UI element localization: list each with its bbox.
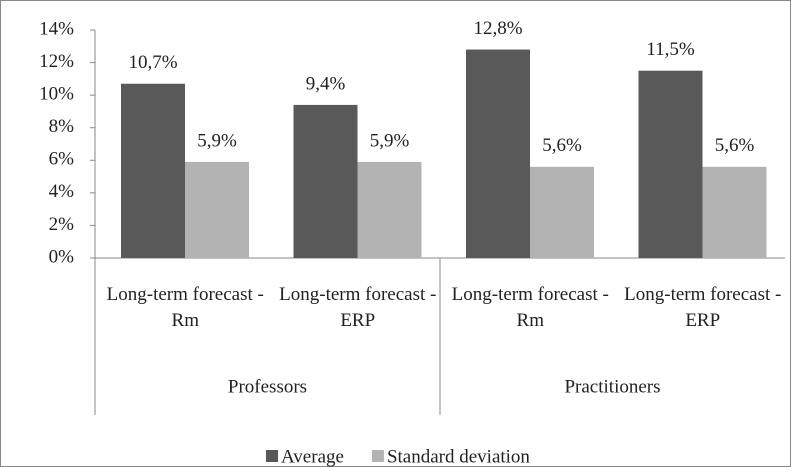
y-tick-label: 12% (39, 51, 74, 72)
value-label: 5,9% (370, 130, 410, 151)
bar (185, 161, 249, 258)
y-tick-label: 0% (49, 246, 75, 267)
x-tick-label: Long-term forecast - ERP (279, 284, 437, 331)
bar (530, 166, 594, 258)
x-tick-label: Long-term forecast - Rm (451, 284, 609, 331)
bar (293, 104, 358, 259)
value-label: 12,8% (473, 18, 522, 39)
y-tick-label: 10% (39, 84, 74, 105)
y-tick-label: 8% (49, 116, 75, 137)
bar (702, 166, 767, 258)
legend-label: Standard deviation (387, 446, 530, 467)
y-tick-label: 2% (49, 214, 75, 235)
value-label: 9,4% (306, 73, 346, 94)
bar (638, 70, 703, 258)
value-label: 5,6% (542, 135, 582, 156)
group-label: Practitioners (564, 376, 660, 397)
bar (121, 83, 185, 258)
legend-label: Average (281, 446, 344, 467)
value-label: 10,7% (128, 52, 177, 73)
value-label: 5,9% (197, 130, 237, 151)
legend-swatch (371, 450, 384, 462)
x-tick-label: Long-term forecast - ERP (624, 284, 782, 331)
y-tick-label: 14% (39, 18, 74, 39)
bar (466, 49, 530, 258)
group-label: Professors (228, 376, 307, 397)
legend-swatch (266, 450, 278, 462)
y-tick-label: 6% (49, 149, 75, 170)
value-label: 5,6% (715, 135, 755, 156)
bar (357, 161, 422, 258)
x-tick-label: Long-term forecast - Rm (106, 284, 264, 331)
y-tick-label: 4% (49, 181, 75, 202)
value-label: 11,5% (646, 39, 695, 60)
